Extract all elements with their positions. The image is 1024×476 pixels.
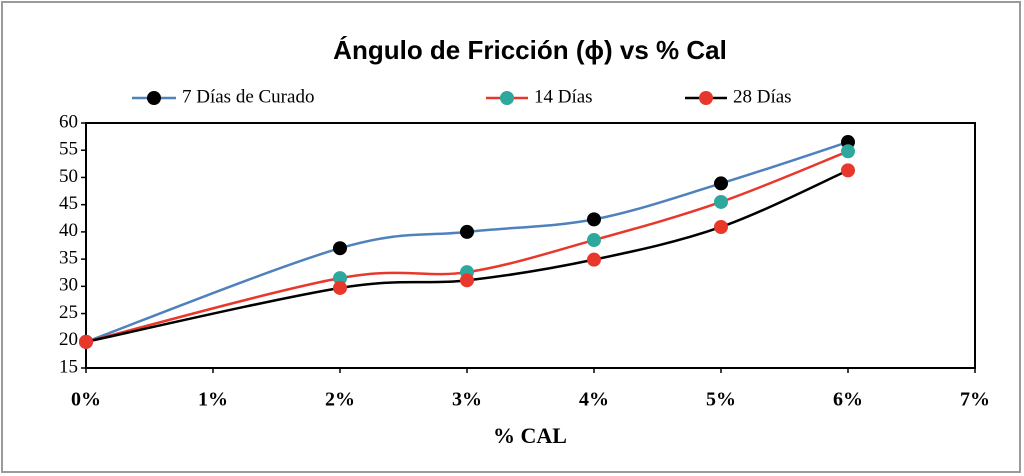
data-point — [79, 334, 93, 349]
x-tick-label: 0% — [71, 389, 101, 411]
y-tick-label: 55 — [59, 139, 78, 160]
y-tick-label: 60 — [59, 111, 78, 132]
y-tick-label: 25 — [59, 302, 78, 323]
y-tick-label: 50 — [59, 166, 78, 187]
x-tick-label: 2% — [325, 389, 355, 411]
x-tick-label: 1% — [198, 389, 228, 411]
legend-label: 28 Días — [733, 86, 792, 107]
legend-label: 7 Días de Curado — [182, 86, 314, 107]
data-point — [460, 224, 474, 239]
data-point — [714, 176, 728, 191]
data-point — [841, 163, 855, 178]
data-point — [714, 219, 728, 234]
x-tick-label: 4% — [579, 389, 609, 411]
x-tick-label: 3% — [452, 389, 482, 411]
data-point — [587, 233, 601, 248]
x-tick-label: 5% — [706, 389, 736, 411]
y-tick-label: 15 — [59, 356, 78, 377]
data-point — [460, 273, 474, 288]
y-tick-label: 45 — [59, 193, 78, 214]
y-tick-label: 40 — [59, 220, 78, 241]
data-point — [714, 194, 728, 209]
x-axis-label: % CAL — [493, 423, 567, 448]
data-point — [587, 212, 601, 227]
legend-label: 14 Días — [534, 86, 593, 107]
legend-marker — [147, 91, 161, 105]
data-point — [587, 252, 601, 267]
y-tick-label: 30 — [59, 275, 78, 296]
legend-marker — [500, 91, 514, 105]
data-point — [333, 241, 347, 256]
y-tick-label: 35 — [59, 247, 78, 268]
legend-marker — [699, 91, 713, 105]
x-tick-label: 6% — [833, 389, 863, 411]
x-tick-label: 7% — [960, 389, 990, 411]
plot-area — [85, 122, 976, 369]
data-point — [333, 280, 347, 295]
chart-title: Ángulo de Fricción (ϕ) vs % Cal — [333, 35, 727, 65]
y-tick-label: 20 — [59, 329, 78, 350]
data-point — [841, 144, 855, 159]
data-point — [333, 271, 347, 286]
